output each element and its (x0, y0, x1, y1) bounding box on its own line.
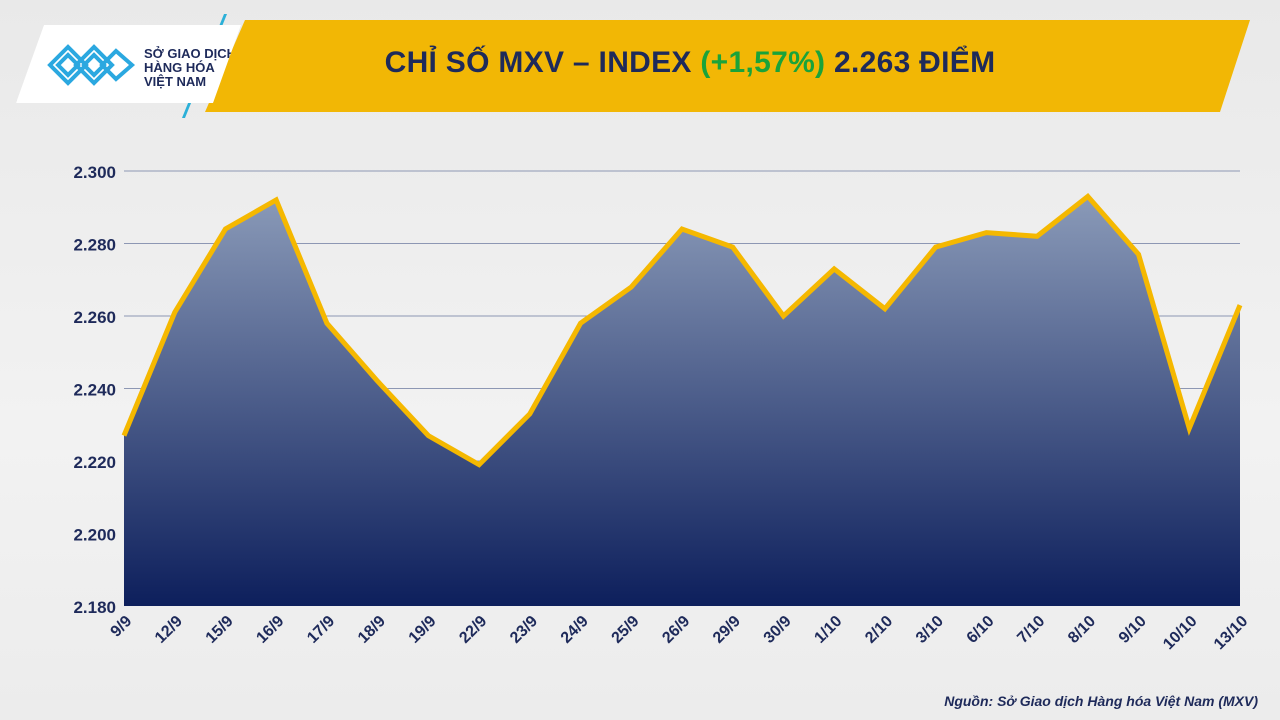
y-tick-label: 2.240 (73, 381, 116, 400)
x-tick-label: 17/9 (304, 613, 338, 647)
title-banner (205, 20, 1250, 112)
logo-mark-icon (46, 43, 138, 87)
y-tick-label: 2.200 (73, 526, 116, 545)
y-tick-label: 2.180 (73, 598, 116, 617)
x-tick-label: 2/10 (862, 613, 896, 647)
x-tick-label: 19/9 (406, 613, 440, 647)
logo-line-1: SỞ GIAO DỊCH (144, 46, 236, 61)
x-tick-label: 24/9 (558, 613, 592, 647)
mxv-logo: SỞ GIAO DỊCH HÀNG HÓA VIỆT NAM (16, 25, 241, 103)
title-prefix: CHỈ SỐ MXV – INDEX (384, 46, 701, 79)
x-tick-label: 29/9 (710, 613, 744, 647)
source-note: Nguồn: Sở Giao dịch Hàng hóa Việt Nam (M… (944, 693, 1258, 709)
x-tick-label: 18/9 (355, 613, 389, 647)
x-tick-label: 13/10 (1211, 613, 1251, 653)
y-tick-label: 2.300 (73, 163, 116, 182)
logo-line-2: HÀNG HÓA (144, 60, 215, 75)
y-tick-label: 2.280 (73, 236, 116, 255)
x-tick-label: 15/9 (203, 613, 237, 647)
chart-title: CHỈ SỐ MXV – INDEX (+1,57%) 2.263 ĐIỂM (200, 46, 1180, 80)
x-tick-label: 23/9 (507, 613, 541, 647)
x-tick-label: 3/10 (913, 613, 947, 647)
x-tick-label: 10/10 (1160, 613, 1200, 653)
title-suffix: 2.263 ĐIỂM (825, 46, 996, 79)
x-tick-label: 1/10 (811, 613, 845, 647)
logo-line-3: VIỆT NAM (144, 74, 207, 89)
x-tick-label: 16/9 (253, 613, 287, 647)
x-tick-label: 9/10 (1116, 613, 1150, 647)
x-tick-label: 25/9 (609, 613, 643, 647)
title-change: (+1,57%) (700, 46, 826, 79)
x-tick-label: 6/10 (964, 613, 998, 647)
area-fill (124, 196, 1240, 606)
x-tick-label: 12/9 (152, 613, 186, 647)
y-tick-label: 2.260 (73, 308, 116, 327)
logo-text: SỞ GIAO DỊCH HÀNG HÓA VIỆT NAM (144, 47, 236, 89)
y-tick-label: 2.220 (73, 453, 116, 472)
x-tick-label: 7/10 (1014, 613, 1048, 647)
x-tick-label: 22/9 (456, 613, 490, 647)
x-tick-label: 30/9 (761, 613, 795, 647)
x-tick-label: 26/9 (659, 613, 693, 647)
x-tick-label: 8/10 (1065, 613, 1099, 647)
